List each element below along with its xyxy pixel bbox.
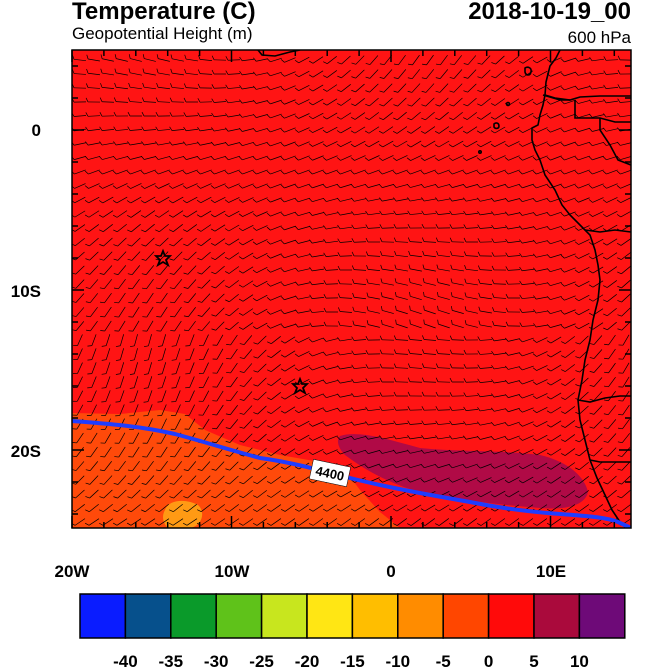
colorbar-swatch (260, 593, 308, 639)
colorbar-swatch (79, 593, 127, 639)
colorbar-label: -10 (386, 652, 411, 667)
coastline (257, 50, 631, 528)
colorbar-swatch (442, 593, 490, 639)
wind-barbs (72, 54, 631, 526)
x-tick-label: 10W (215, 562, 251, 581)
x-axis-labels: 20W 10W 0 10E (55, 562, 567, 581)
colorbar-label: -30 (204, 652, 229, 667)
contour-label: 4400 (309, 458, 351, 488)
colorbar-label: 5 (529, 652, 538, 667)
colorbar-labels: -40 -35 -30 -25 -20 -15 -10 -5 0 5 10 (113, 652, 589, 667)
colorbar (79, 593, 626, 639)
colorbar-swatch (578, 593, 626, 639)
temperature-field-warm (337, 434, 588, 509)
map-plot-area: 4400 (72, 50, 631, 528)
colorbar-label: -15 (340, 652, 365, 667)
y-tick-label: 20S (11, 442, 41, 461)
map-title: Temperature (C) (72, 0, 256, 25)
plot-frame (71, 49, 632, 529)
colorbar-label: 0 (484, 652, 493, 667)
temperature-field-cold (72, 410, 400, 528)
colorbar-swatch (306, 593, 354, 639)
colorbar-label: -20 (295, 652, 320, 667)
colorbar-swatch (215, 593, 263, 639)
colorbar-swatch (351, 593, 399, 639)
geopotential-contour-4400 (72, 419, 631, 528)
star-marker-2 (290, 376, 310, 396)
star-marker-1 (153, 248, 173, 268)
x-tick-label: 10E (536, 562, 566, 581)
colorbar-label: 10 (570, 652, 589, 667)
y-tick-label: 10S (11, 282, 41, 301)
map-subtitle: Geopotential Height (m) (72, 24, 253, 43)
colorbar-swatch (533, 593, 581, 639)
axis-ticks (71, 50, 631, 528)
x-tick-label: 0 (386, 562, 395, 581)
contour-label-text: 4400 (314, 463, 345, 484)
colorbar-label: -25 (249, 652, 274, 667)
colorbar-label: -5 (436, 652, 451, 667)
colorbar-swatch (124, 593, 172, 639)
x-tick-label: 20W (55, 562, 91, 581)
colorbar-swatch (487, 593, 535, 639)
colorbar-label: -40 (113, 652, 138, 667)
colorbar-swatch (397, 593, 444, 639)
y-tick-label: 0 (32, 121, 41, 140)
map-datetime: 2018-10-19_00 (468, 0, 631, 25)
y-axis-labels: 0 10S 20S (11, 121, 41, 461)
colorbar-swatch (170, 593, 217, 639)
pressure-level: 600 hPa (567, 28, 631, 47)
colorbar-label: -35 (159, 652, 184, 667)
